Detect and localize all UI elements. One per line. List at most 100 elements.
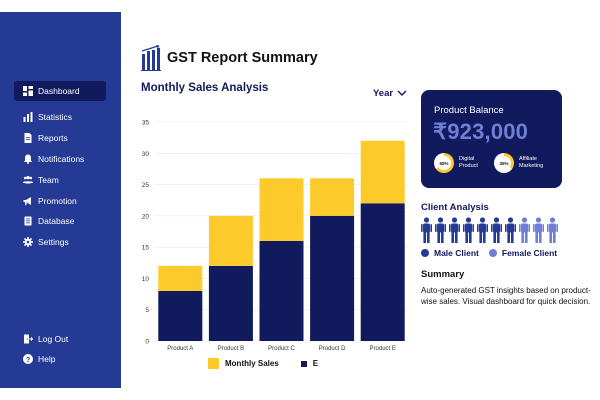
sidebar-item-label: Team <box>38 175 59 185</box>
donut-label-line: Digital <box>459 156 475 162</box>
legend-label: Male Client <box>434 248 479 258</box>
legend-item-monthly-sales: Monthly Sales <box>208 358 279 369</box>
sidebar-item-notifications[interactable]: Notifications <box>14 149 106 169</box>
legend-item-female: Female Client <box>488 248 558 258</box>
summary-text: Auto-generated GST insights based on pro… <box>421 286 591 306</box>
donut-label-line: Product <box>459 163 478 169</box>
y-tick-label: 20 <box>142 213 150 220</box>
female-person-icon <box>547 217 558 243</box>
reports-icon <box>23 133 33 143</box>
sidebar-item-label: Help <box>38 354 56 364</box>
page-title: GST Report Summary <box>167 50 318 66</box>
bar-segment <box>208 215 253 266</box>
client-analysis-title: Client Analysis <box>421 202 489 213</box>
sidebar-item-database[interactable]: Database <box>14 211 106 231</box>
legend-swatch <box>208 358 219 369</box>
bar-segment <box>208 265 253 341</box>
svg-text:?: ? <box>26 355 31 364</box>
sidebar-item-label: Database <box>38 216 75 226</box>
sidebar-item-label: Settings <box>38 237 69 247</box>
sidebar-item-label: Log Out <box>38 334 69 344</box>
sidebar-item-team[interactable]: Team <box>14 170 106 190</box>
male-person-icon <box>505 217 516 243</box>
bar-segment <box>310 215 355 341</box>
bar-segment <box>310 178 355 216</box>
y-tick-label: 5 <box>145 307 149 314</box>
bar-segment <box>259 178 304 241</box>
y-tick-label: 15 <box>142 245 150 252</box>
sidebar-item-promotion[interactable]: Promotion <box>14 191 106 211</box>
balance-value: ₹923,000 <box>433 119 529 144</box>
logout-button[interactable]: Log Out <box>14 329 106 349</box>
sidebar-item-dashboard[interactable]: Dashboard <box>14 81 106 101</box>
legend-item-e: E <box>300 359 319 368</box>
donut-percent: 35% <box>497 156 511 170</box>
bar-segment <box>360 203 405 341</box>
chevron-down-icon <box>397 90 407 96</box>
database-icon <box>23 216 33 226</box>
male-person-icon <box>421 217 432 243</box>
digital-product-donut: 65% <box>434 153 454 173</box>
female-person-icon <box>533 217 544 243</box>
digital-product-label: Digital Product <box>459 156 478 170</box>
donut-percent: 65% <box>437 156 451 170</box>
legend-swatch <box>300 360 307 367</box>
gear-icon <box>23 237 33 247</box>
logout-icon <box>23 334 33 344</box>
female-dot <box>488 249 497 257</box>
x-tick-label: Product C <box>268 346 295 352</box>
sidebar-item-label: Statistics <box>38 112 73 122</box>
legend-label: Monthly Sales <box>225 359 279 368</box>
y-tick-label: 10 <box>142 276 150 283</box>
period-select[interactable]: Year <box>373 88 407 99</box>
y-tick-label: 35 <box>142 120 150 127</box>
period-select-value: Year <box>373 88 394 99</box>
balance-label: Product Balance <box>434 105 504 116</box>
client-legend: Male Client Female Client <box>421 248 567 258</box>
y-tick-label: 0 <box>145 339 149 346</box>
legend-item-male: Male Client <box>421 248 479 258</box>
female-person-icon <box>519 217 530 243</box>
page-header: GST Report Summary <box>141 44 318 72</box>
help-button[interactable]: ? Help <box>14 349 106 369</box>
bar-segment <box>158 265 203 291</box>
sidebar-item-settings[interactable]: Settings <box>14 232 106 252</box>
sidebar-item-label: Notifications <box>38 154 85 164</box>
client-people-chart <box>421 217 566 243</box>
sales-section-title: Monthly Sales Analysis <box>141 82 269 94</box>
chart-legend: Monthly Sales E <box>208 358 340 369</box>
male-person-icon <box>435 217 446 243</box>
x-tick-label: Product E <box>370 346 396 352</box>
sales-chart: 0 5 10 15 20 25 30 35 Product A Product B Product … <box>142 120 408 352</box>
affiliate-marketing-label: Affiliate Marketing <box>519 156 543 170</box>
help-icon: ? <box>23 354 33 364</box>
legend-label: E <box>312 359 319 368</box>
team-icon <box>23 175 33 185</box>
legend-label: Female Client <box>501 248 558 258</box>
x-tick-label: Product A <box>167 346 193 352</box>
dashboard-icon <box>23 86 33 96</box>
sidebar: Dashboard Statistics Reports Notificatio… <box>0 12 121 388</box>
bar-segment <box>360 140 405 204</box>
sidebar-item-reports[interactable]: Reports <box>14 128 106 148</box>
male-person-icon <box>491 217 502 243</box>
y-tick-label: 25 <box>142 182 150 189</box>
statistics-icon <box>23 112 33 122</box>
y-tick-label: 30 <box>142 151 150 158</box>
male-person-icon <box>463 217 474 243</box>
megaphone-icon <box>23 196 33 206</box>
male-dot <box>421 249 429 257</box>
bar-segment <box>158 290 203 341</box>
sidebar-item-statistics[interactable]: Statistics <box>14 107 106 127</box>
x-tick-label: Product D <box>319 346 346 352</box>
bar-segment <box>259 240 304 341</box>
summary-title: Summary <box>421 269 465 280</box>
bell-icon <box>23 154 33 164</box>
donut-label-line: Affiliate <box>519 156 537 162</box>
affiliate-marketing-donut: 35% <box>494 153 514 173</box>
bar-chart-logo-icon <box>141 45 161 71</box>
sidebar-item-label: Reports <box>38 133 68 143</box>
male-person-icon <box>449 217 460 243</box>
male-person-icon <box>477 217 488 243</box>
